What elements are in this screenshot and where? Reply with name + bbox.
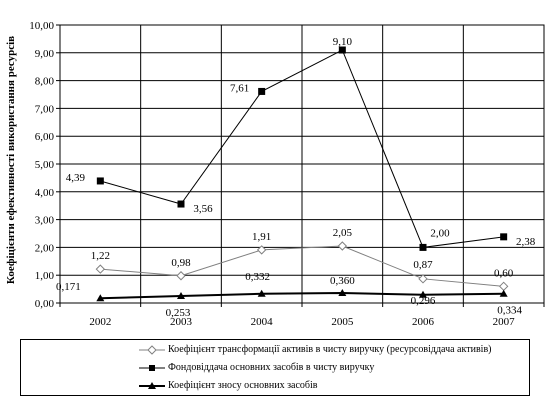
y-axis-ticks: 0,00 1,00 2,00 3,00 4,00 5,00 6,00 7,00 8,00 9,00… bbox=[29, 20, 54, 310]
y-tick-label: 2,00 bbox=[35, 242, 55, 254]
data-point-triangle bbox=[499, 289, 508, 297]
data-point-triangle bbox=[419, 290, 427, 298]
y-axis-label: Коефіцієнти ефективності використання ре… bbox=[5, 36, 17, 284]
data-label: 2,00 bbox=[430, 227, 450, 239]
data-point-diamond bbox=[95, 264, 106, 274]
data-point-square bbox=[258, 87, 266, 95]
legend-swatch-triangle bbox=[139, 381, 165, 389]
series-line bbox=[100, 245, 504, 287]
y-tick-label: 1,00 bbox=[35, 270, 55, 282]
chart-grid bbox=[56, 24, 545, 307]
data-point-triangle bbox=[257, 289, 266, 297]
data-label: 9,10 bbox=[333, 36, 353, 48]
data-label: 4,39 bbox=[66, 172, 86, 184]
y-tick-label: 9,00 bbox=[35, 48, 55, 60]
y-tick-label: 3,00 bbox=[35, 215, 55, 227]
data-label: 2,38 bbox=[516, 236, 536, 248]
data-label: 0,296 bbox=[411, 295, 436, 307]
data-label: 0,98 bbox=[171, 257, 191, 269]
y-tick-label: 0,00 bbox=[35, 298, 55, 310]
data-label: 0,332 bbox=[245, 271, 270, 283]
chart-legend: Коефіцієнт трансформації активів в чисту… bbox=[20, 339, 530, 396]
x-tick-label: 2006 bbox=[412, 316, 435, 328]
legend-swatch-square bbox=[139, 364, 165, 371]
data-point-diamond bbox=[256, 245, 267, 255]
data-point-triangle bbox=[177, 291, 185, 299]
data-labels: 1,22 0,98 1,91 2,05 0,87 0,60 4,39 3,56 7,61 9,10… bbox=[56, 36, 536, 319]
data-label: 1,91 bbox=[252, 231, 271, 243]
chart-series bbox=[95, 46, 509, 302]
data-label: 7,61 bbox=[230, 82, 249, 94]
legend-item-fixed-asset-return: Фондовіддача основних засобів в чисту ви… bbox=[139, 362, 374, 376]
data-point-square bbox=[338, 46, 346, 54]
y-tick-label: 4,00 bbox=[35, 187, 55, 199]
data-label: 2,05 bbox=[333, 227, 353, 239]
x-tick-label: 2003 bbox=[170, 316, 193, 328]
legend-label: Коефіцієнт зносу основних засобів bbox=[168, 380, 318, 392]
data-label: 3,56 bbox=[193, 203, 213, 215]
series-line bbox=[100, 291, 504, 300]
data-point-square bbox=[500, 233, 508, 241]
data-label: 0,360 bbox=[330, 275, 355, 287]
series-line bbox=[100, 49, 504, 248]
legend-label: Коефіцієнт трансформації активів в чисту… bbox=[168, 344, 492, 356]
x-tick-label: 2004 bbox=[251, 316, 274, 328]
y-tick-label: 7,00 bbox=[35, 103, 55, 115]
data-point-triangle bbox=[96, 294, 105, 302]
data-point-square bbox=[419, 243, 427, 251]
data-label: 0,171 bbox=[56, 281, 81, 293]
data-point-diamond bbox=[418, 274, 428, 284]
legend-item-depreciation: Коефіцієнт зносу основних засобів bbox=[139, 380, 318, 394]
x-tick-label: 2002 bbox=[89, 316, 111, 328]
data-label: 0,253 bbox=[166, 307, 191, 319]
y-tick-label: 8,00 bbox=[35, 76, 55, 88]
y-tick-label: 10,00 bbox=[29, 20, 54, 32]
data-point-diamond bbox=[498, 281, 509, 292]
legend-label: Фондовіддача основних засобів в чисту ви… bbox=[168, 362, 375, 374]
data-point-square bbox=[96, 177, 104, 185]
legend-item-asset-turnover: Коефіцієнт трансформації активів в чисту… bbox=[139, 344, 492, 358]
data-point-triangle bbox=[338, 288, 347, 296]
legend-swatch-diamond bbox=[139, 344, 165, 355]
data-point-square bbox=[177, 200, 185, 208]
x-tick-label: 2007 bbox=[493, 316, 516, 328]
data-point-diamond bbox=[176, 271, 186, 281]
data-label: 1,22 bbox=[91, 250, 110, 262]
y-tick-label: 5,00 bbox=[35, 159, 55, 171]
data-label: 0,87 bbox=[413, 259, 433, 271]
x-tick-label: 2005 bbox=[331, 316, 354, 328]
data-label: 0,334 bbox=[497, 305, 522, 317]
data-point-diamond bbox=[337, 241, 348, 251]
data-label: 0,60 bbox=[494, 267, 514, 279]
x-axis-ticks: 2002 2003 2004 2005 2006 2007 bbox=[89, 316, 515, 328]
y-tick-label: 6,00 bbox=[35, 131, 55, 143]
line-chart: 0,00 1,00 2,00 3,00 4,00 5,00 6,00 7,00 8,00 9,00… bbox=[5, 20, 545, 328]
